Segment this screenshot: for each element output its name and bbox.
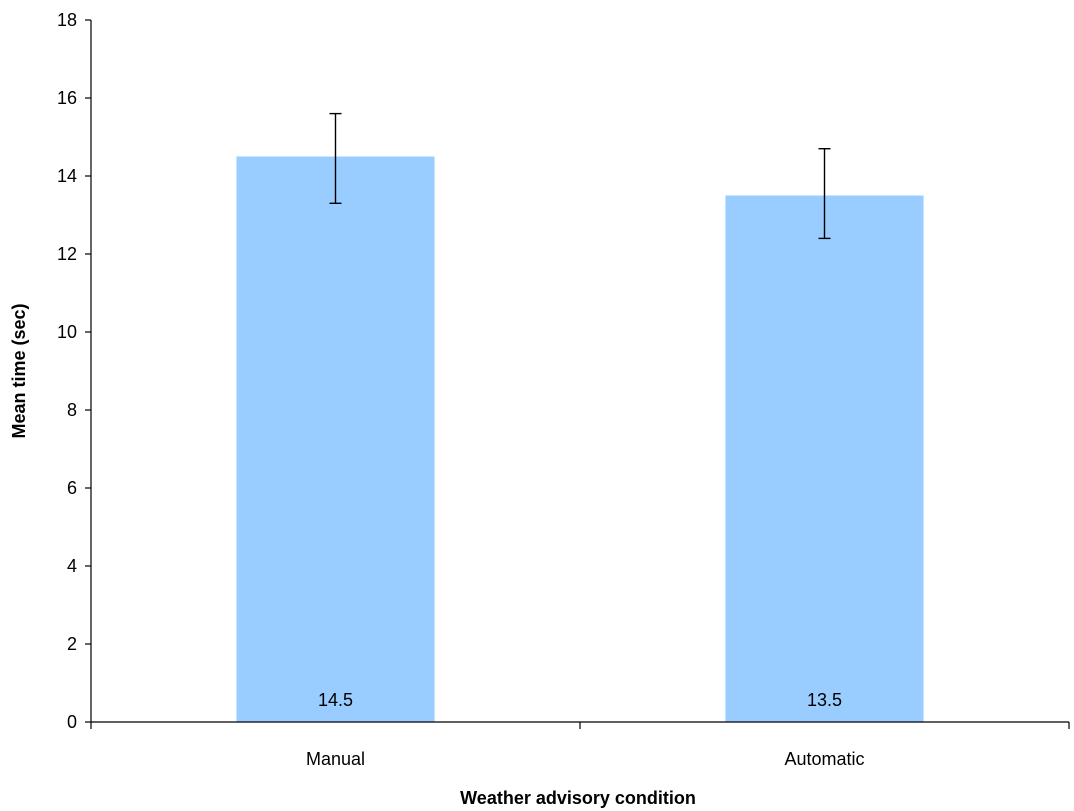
y-tick-label: 18 <box>57 10 77 30</box>
y-tick-label: 4 <box>67 556 77 576</box>
y-tick-label: 12 <box>57 244 77 264</box>
y-tick-label: 16 <box>57 88 77 108</box>
bar-automatic <box>725 195 924 722</box>
y-tick-label: 8 <box>67 400 77 420</box>
data-label-automatic: 13.5 <box>807 690 842 710</box>
data-label-manual: 14.5 <box>318 690 353 710</box>
data-labels-group: 14.5 13.5 <box>318 690 842 710</box>
bars-group <box>236 156 924 722</box>
bar-manual <box>236 156 435 722</box>
y-tick-label: 14 <box>57 166 77 186</box>
y-tick-label: 6 <box>67 478 77 498</box>
y-axis-title: Mean time (sec) <box>9 303 29 438</box>
y-tick-label: 0 <box>67 712 77 732</box>
x-category-label: Automatic <box>784 749 864 769</box>
error-bars-group <box>329 112 831 240</box>
y-tick-label: 2 <box>67 634 77 654</box>
y-tick-label: 10 <box>57 322 77 342</box>
x-axis-title: Weather advisory condition <box>460 788 696 808</box>
x-category-label: Manual <box>306 749 365 769</box>
y-ticks-group: 0 2 4 6 8 10 12 14 16 18 <box>57 10 91 732</box>
x-ticks-group: Manual Automatic <box>90 722 1070 769</box>
